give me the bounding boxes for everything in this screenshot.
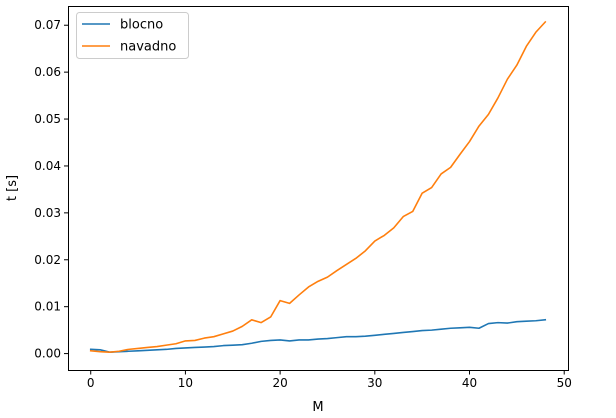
x-tick-label: 40 — [462, 376, 477, 390]
x-tick-label: 10 — [178, 376, 193, 390]
legend-label-navadno: navadno — [120, 40, 176, 55]
legend: blocno navadno — [76, 12, 189, 59]
legend-label-blocno: blocno — [120, 18, 163, 33]
x-axis-label: M — [312, 400, 323, 415]
plot-frame — [68, 6, 569, 371]
x-tick-label: 50 — [557, 376, 572, 390]
y-tick-label: 0.01 — [34, 300, 61, 314]
x-axis-ticks: 0 10 20 30 40 50 — [87, 370, 572, 390]
x-tick-label: 0 — [87, 376, 95, 390]
y-tick-label: 0.03 — [34, 206, 61, 220]
y-tick-label: 0.00 — [34, 347, 61, 361]
y-tick-label: 0.02 — [34, 253, 61, 267]
series-layer — [89, 20, 547, 353]
y-tick-label: 0.06 — [34, 65, 61, 79]
x-tick-label: 30 — [367, 376, 382, 390]
series-line-navadno — [89, 20, 547, 353]
y-tick-label: 0.04 — [34, 159, 61, 173]
x-tick-label: 20 — [272, 376, 287, 390]
y-tick-label: 0.07 — [34, 18, 61, 32]
series-line-blocno — [89, 318, 547, 353]
y-axis-label: t [s] — [5, 175, 20, 201]
y-tick-label: 0.05 — [34, 112, 61, 126]
y-axis-ticks: 0.00 0.01 0.02 0.03 0.04 0.05 0.06 0.07 — [34, 18, 69, 361]
